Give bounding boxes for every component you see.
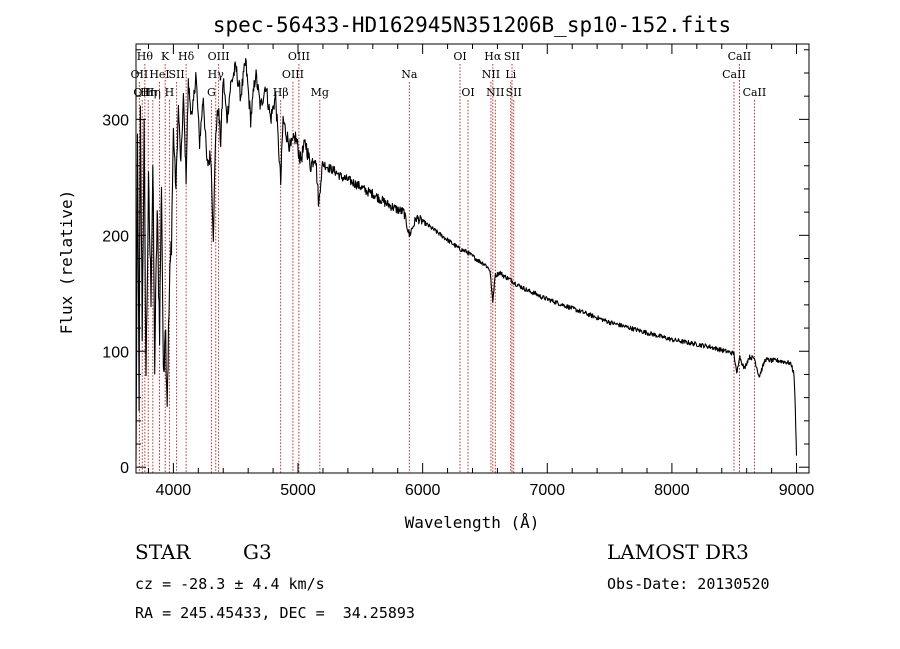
x-tick-label: 5000 [280,482,316,499]
spectral-line-label-14: OIII [282,68,304,81]
x-tick-label: 6000 [405,482,441,499]
spectral-line-label-13: Hβ [273,86,289,99]
spectral-line-label-19: OI [461,86,474,99]
x-axis: 4000 5000 6000 7000 8000 9000 [147,44,815,499]
object-subclass: G3 [243,540,272,564]
y-tick-label: 200 [102,228,129,245]
spectral-line-label-26: CaII [722,68,746,81]
spectral-line-label-0: OII [131,68,149,81]
spectral-line-label-3: Hη [140,86,156,99]
line-markers [138,64,755,473]
spectral-line-label-10: G [207,86,216,99]
x-tick-label: 9000 [779,482,815,499]
flux-line [135,58,798,461]
x-tick-label: 7000 [529,482,565,499]
survey-name: LAMOST DR3 [607,540,749,564]
spectral-line-label-6: K [161,50,170,63]
spectral-line-label-11: Hγ [208,68,225,81]
spectral-line-label-7: H [165,86,175,99]
spectral-line-label-24: SII [504,50,520,63]
y-tick-label: 0 [120,460,129,477]
chart-title: spec-56433-HD162945N351206B_sp10-152.fit… [213,13,731,37]
x-tick-label: 4000 [156,482,192,499]
spectral-line-label-2: Hθ [137,50,154,63]
spectral-line-label-22: NII [486,86,504,99]
spectral-line-label-16: Mg [311,86,329,99]
spectral-line-label-12: OIII [208,50,230,63]
spectral-line-label-18: OI [453,50,466,63]
observation-date: Obs-Date: 20130520 [607,575,770,593]
y-axis: 0 100 200 300 [102,49,809,477]
spectral-line-label-21: Hα [484,50,502,63]
spectral-line-label-15: OIII [288,50,310,63]
spectral-line-label-17: Na [401,68,418,81]
spectral-line-label-27: CaII [728,50,752,63]
object-class: STAR [135,540,191,564]
spectral-line-label-20: NII [482,68,500,81]
y-tick-label: 300 [102,112,129,129]
flux-series [135,58,798,461]
x-tick-label: 8000 [654,482,690,499]
spectral-line-label-8: SII [169,68,185,81]
spectral-line-label-23: Li [505,68,516,81]
spectral-line-label-4: Hη [145,86,161,99]
spectral-line-label-5: HeI [149,68,169,81]
redshift-velocity: cz = -28.3 ± 4.4 km/s [135,575,325,593]
y-axis-label: Flux (relative) [57,190,76,335]
line-labels: OIIOIIHθHηHηHeIKHSIIHδGHγOIIIHβOIIIOIIIM… [131,50,767,99]
coordinates: RA = 245.45433, DEC = 34.25893 [135,604,415,622]
x-axis-label: Wavelength (Å) [405,513,540,532]
y-tick-label: 100 [102,344,129,361]
spectral-line-label-9: Hδ [178,50,195,63]
plot-frame [135,43,810,474]
spectral-line-label-25: SII [506,86,522,99]
spectral-line-label-28: CaII [743,86,767,99]
